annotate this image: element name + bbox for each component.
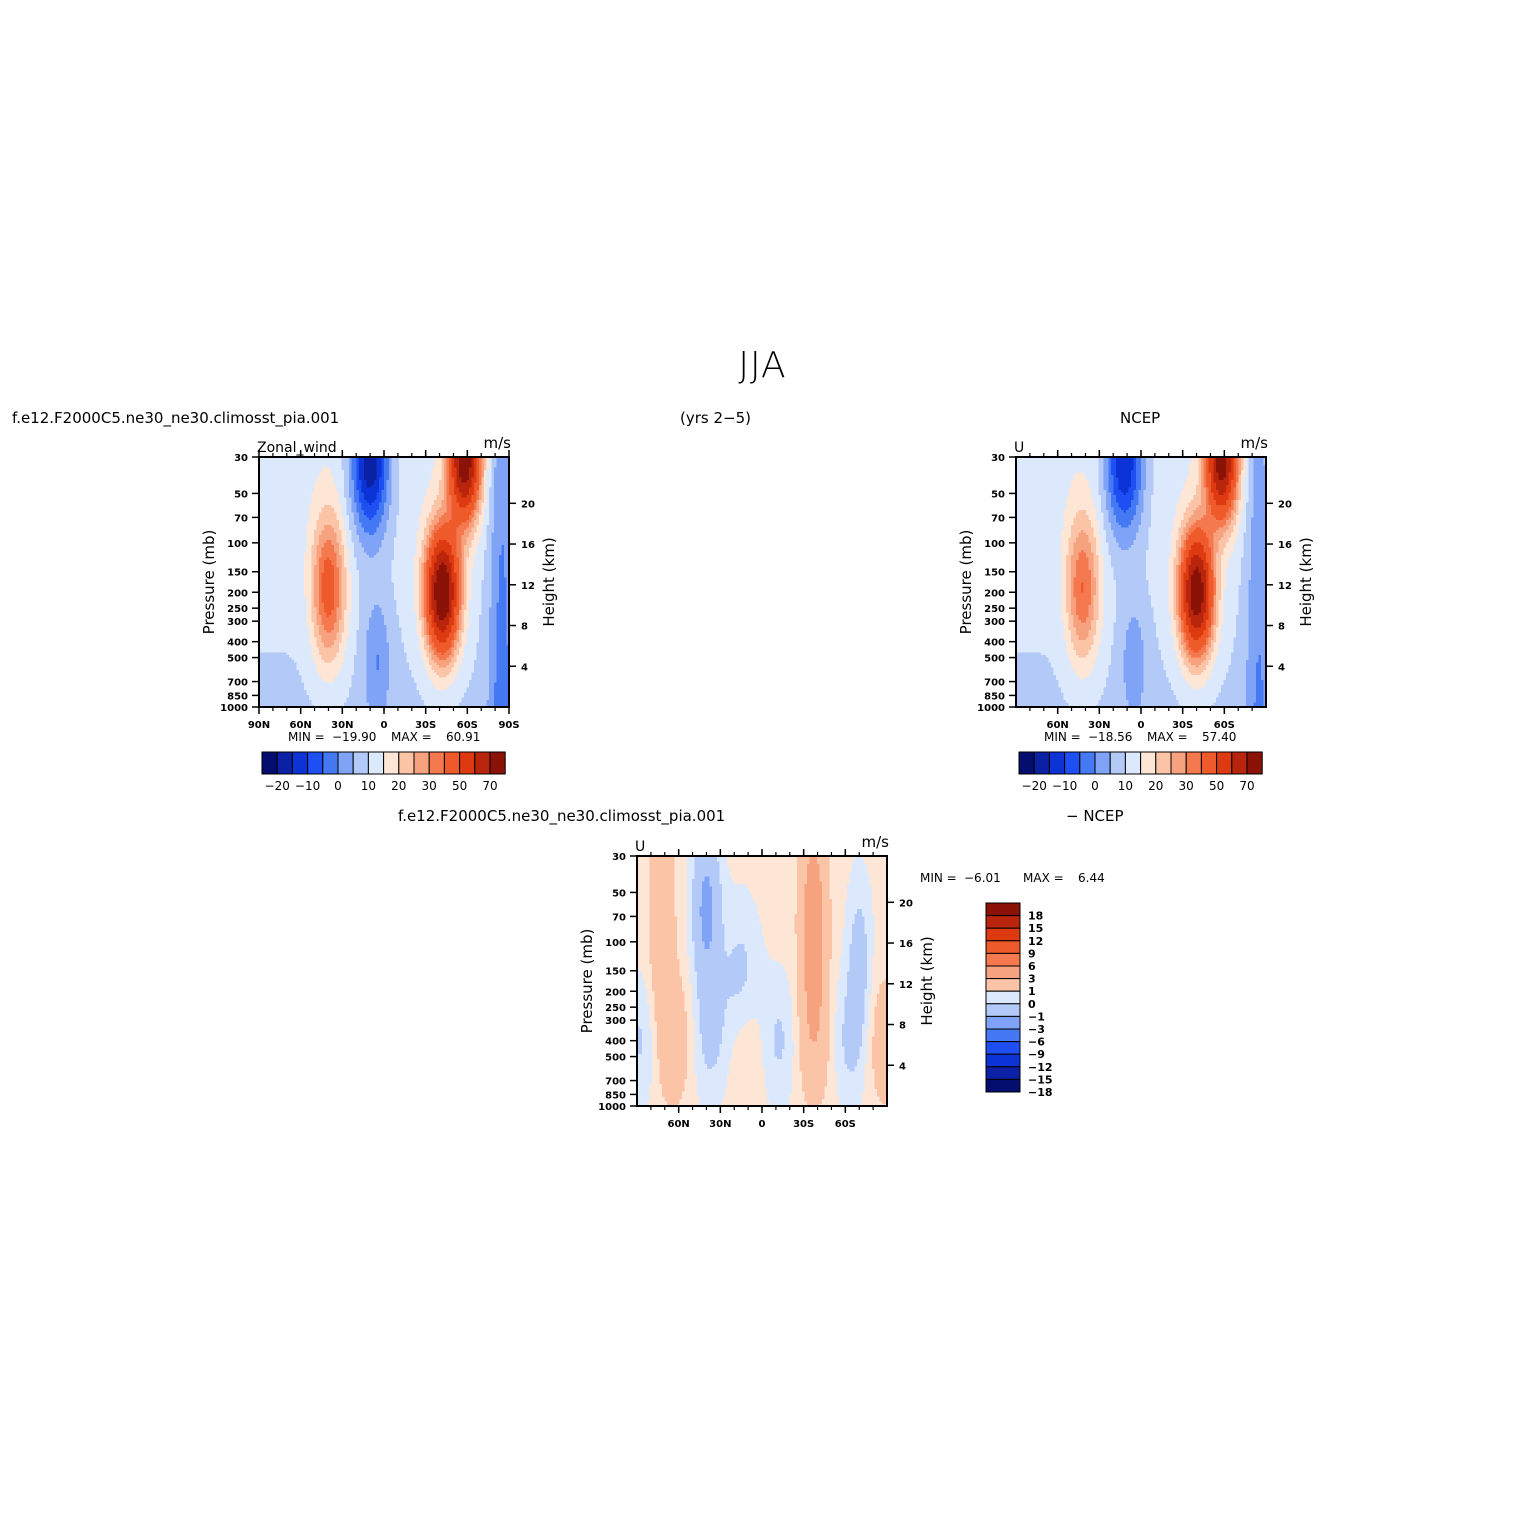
model-panel-field [259, 457, 510, 708]
model-panel: 90N 60N 30N 0 30S 60S 90S305070100150200250300… [200, 434, 558, 793]
